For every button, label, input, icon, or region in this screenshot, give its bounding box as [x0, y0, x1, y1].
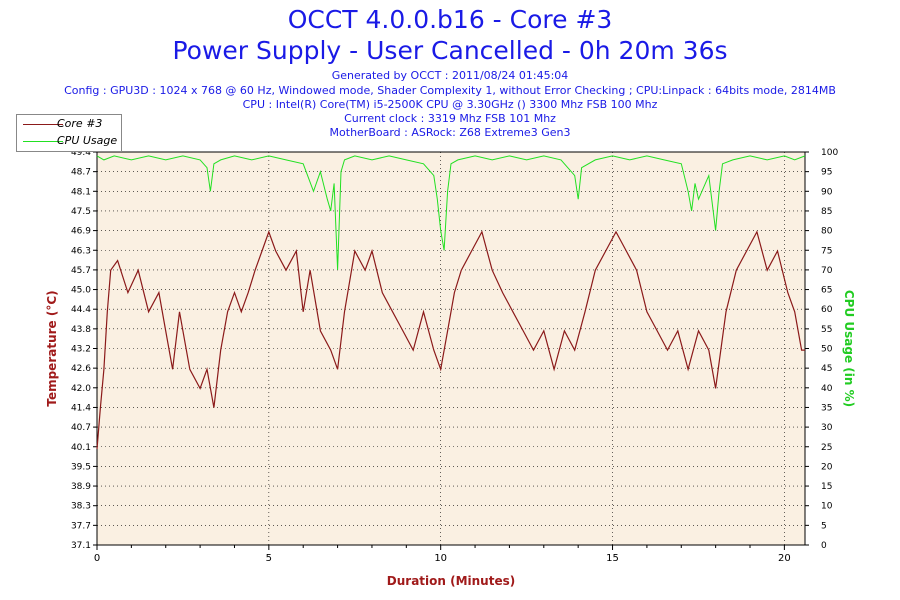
- y2-tick-label: 90: [821, 187, 833, 197]
- y-tick-label: 40.7: [71, 423, 91, 433]
- config-info: Config : GPU3D : 1024 x 768 @ 60 Hz, Win…: [64, 84, 836, 97]
- y-tick-label: 45.7: [71, 266, 91, 276]
- y-tick-label: 43.2: [71, 345, 91, 355]
- y-tick-label: 46.9: [71, 227, 91, 237]
- y2-tick-label: 75: [821, 246, 832, 256]
- legend-swatch-core3: [23, 124, 63, 125]
- x-tick-label: 0: [94, 553, 100, 564]
- y2-tick-label: 80: [821, 227, 833, 237]
- y2-tick-label: 10: [821, 502, 833, 512]
- y-tick-label: 42.6: [71, 364, 91, 374]
- chart-legend: Core #3 CPU Usage: [16, 114, 122, 152]
- y2-tick-label: 50: [821, 345, 833, 355]
- y-tick-label: 40.1: [71, 443, 91, 453]
- x-tick-label: 10: [434, 553, 447, 564]
- y2-tick-label: 15: [821, 482, 832, 492]
- clock-info: Current clock : 3319 Mhz FSB 101 Mhz: [344, 112, 556, 125]
- y2-axis-label: CPU Usage (in %): [842, 290, 856, 407]
- y-tick-label: 43.8: [71, 325, 91, 335]
- y2-tick-label: 85: [821, 207, 832, 217]
- y-tick-label: 49.4: [71, 148, 91, 158]
- legend-label-cpu-usage: CPU Usage: [57, 134, 118, 147]
- legend-label-core3: Core #3: [57, 117, 103, 130]
- y2-tick-label: 55: [821, 325, 832, 335]
- y2-tick-label: 65: [821, 286, 832, 296]
- y2-tick-label: 60: [821, 305, 833, 315]
- y2-tick-label: 30: [821, 423, 833, 433]
- y2-tick-label: 0: [821, 541, 827, 551]
- y2-tick-label: 45: [821, 364, 832, 374]
- y2-tick-label: 35: [821, 403, 832, 413]
- x-tick-label: 5: [266, 553, 272, 564]
- y-tick-label: 44.4: [71, 305, 91, 315]
- y-tick-label: 48.7: [71, 168, 91, 178]
- legend-swatch-cpu-usage: [23, 141, 63, 142]
- y2-tick-label: 25: [821, 443, 832, 453]
- y2-tick-label: 95: [821, 168, 832, 178]
- series-line-cpu-usage: [96, 155, 806, 270]
- y-axis-label: Temperature (°C): [45, 290, 59, 406]
- y-tick-label: 42.0: [71, 384, 91, 394]
- y2-tick-label: 100: [821, 148, 838, 158]
- legend-item-core3: Core #3: [17, 116, 121, 132]
- y-tick-label: 37.1: [71, 541, 91, 551]
- chart-title: OCCT 4.0.0.b16 - Core #3: [287, 5, 613, 34]
- x-tick-label: 15: [606, 553, 619, 564]
- legend-item-cpu-usage: CPU Usage: [17, 133, 121, 149]
- y-tick-label: 47.5: [71, 207, 91, 217]
- x-tick-label: 20: [778, 553, 791, 564]
- x-axis-label: Duration (Minutes): [387, 574, 515, 588]
- series-line-core3: [96, 230, 805, 450]
- y2-tick-label: 40: [821, 384, 833, 394]
- generated-info: Generated by OCCT : 2011/08/24 01:45:04: [331, 69, 569, 82]
- plot-area: [96, 151, 806, 546]
- y-tick-label: 48.1: [71, 187, 91, 197]
- chart-subtitle: Power Supply - User Cancelled - 0h 20m 3…: [172, 36, 728, 65]
- y2-tick-label: 70: [821, 266, 833, 276]
- y-tick-label: 45.0: [71, 286, 91, 296]
- cpu-info: CPU : Intel(R) Core(TM) i5-2500K CPU @ 3…: [242, 98, 658, 111]
- y-tick-label: 38.3: [71, 502, 91, 512]
- y2-tick-label: 20: [821, 462, 833, 472]
- y2-tick-label: 5: [821, 521, 827, 531]
- y-tick-label: 38.9: [71, 482, 91, 492]
- y-tick-label: 41.4: [71, 403, 91, 413]
- y-tick-label: 46.3: [71, 246, 91, 256]
- motherboard-info: MotherBoard : ASRock: Z68 Extreme3 Gen3: [329, 126, 571, 139]
- y-tick-label: 37.7: [71, 521, 91, 531]
- y-tick-label: 39.5: [71, 462, 91, 472]
